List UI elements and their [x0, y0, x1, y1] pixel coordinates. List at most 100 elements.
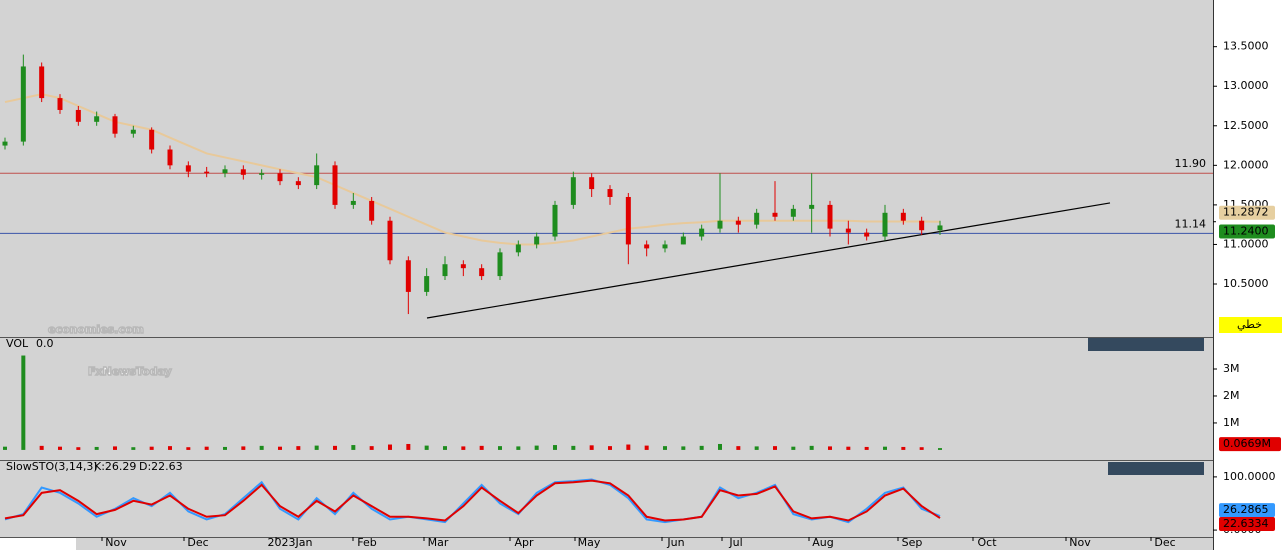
volume-bar	[681, 446, 686, 450]
volume-bar	[369, 446, 374, 450]
candle-body	[625, 196, 631, 245]
y-tick-label: 12.5000	[1223, 119, 1269, 132]
volume-bar	[278, 446, 282, 450]
horizontal-line-label: 11.90	[1175, 157, 1207, 170]
candle-body	[552, 204, 558, 237]
panel-readout: K:26.29	[94, 460, 136, 473]
candle-body	[680, 236, 686, 245]
candle-body	[167, 149, 173, 166]
moving-average	[4, 93, 941, 246]
x-tick-label: 2023Jan	[268, 536, 313, 549]
oscillator-line	[4, 479, 941, 522]
watermark: FxNewsToday	[88, 365, 172, 378]
candle-body	[57, 98, 63, 110]
x-tick-label: Mar	[428, 536, 449, 549]
candle-body	[424, 276, 430, 292]
candle-body	[259, 173, 265, 175]
volume-bar	[846, 446, 851, 450]
volume-bar	[186, 447, 191, 450]
candle-body	[94, 116, 100, 122]
toolbar	[1108, 462, 1204, 475]
volume-bar	[149, 446, 154, 450]
volume-bar	[553, 445, 557, 450]
mode-badge: خطي	[1237, 318, 1262, 331]
candle-body	[75, 109, 81, 122]
candle-body	[240, 169, 246, 175]
volume-bar	[406, 443, 411, 450]
panel-title: VOL	[6, 337, 29, 350]
panel-toolbar[interactable]	[1088, 338, 1204, 475]
volume-bar	[3, 446, 7, 450]
toolbar	[1088, 338, 1204, 351]
candle-body	[387, 220, 393, 261]
candle-body	[589, 177, 595, 190]
volume-bar	[296, 446, 301, 450]
volume-bar	[314, 445, 319, 450]
volume-bar	[901, 446, 906, 450]
candle-body	[754, 212, 760, 225]
volume-bar	[883, 446, 887, 450]
volume-bar	[204, 446, 209, 450]
candle-body	[405, 260, 411, 292]
candle-body	[534, 236, 540, 245]
x-tick-label: Jul	[728, 536, 742, 549]
candle-body	[497, 252, 503, 277]
candle-body	[735, 220, 741, 225]
candle-body	[644, 244, 650, 249]
y-tick-label: 3M	[1223, 362, 1240, 375]
y-tick-label: 2M	[1223, 389, 1240, 402]
volume-bar	[516, 446, 521, 450]
volume-bar	[131, 447, 136, 450]
candle-body	[479, 268, 485, 277]
oscillator-value-label-bg	[1219, 517, 1275, 532]
candle-body	[20, 66, 26, 142]
volume-bar	[864, 446, 869, 450]
time-axis	[0, 537, 1213, 550]
candle-body	[39, 66, 45, 99]
candle-body	[845, 228, 851, 233]
panel-readout: D:22.63	[139, 460, 183, 473]
candle-body	[277, 173, 283, 182]
volume-bar	[76, 447, 81, 450]
y-tick-label: 1M	[1223, 416, 1240, 429]
y-tick-label: 100.0000	[1223, 470, 1276, 483]
y-tick-label: 13.5000	[1223, 40, 1269, 53]
candle-body	[790, 208, 796, 217]
volume-bar	[534, 445, 539, 450]
volume-bar	[479, 445, 484, 450]
x-tick-label: Sep	[902, 536, 923, 549]
candle-body	[809, 204, 815, 209]
candle-body	[827, 204, 833, 229]
volume-bar	[626, 444, 631, 450]
volume-bar	[736, 446, 741, 450]
volume-bar	[571, 445, 576, 450]
volume-bar	[424, 445, 429, 450]
volume-bar	[663, 446, 667, 450]
volume-bar	[241, 446, 246, 450]
volume-bar	[498, 446, 502, 450]
ma-value-label-bg	[1219, 205, 1275, 220]
volume-bar	[791, 446, 796, 450]
candle-body	[919, 220, 925, 231]
oscillator-value-label-bg	[1219, 503, 1275, 518]
volume-bar	[809, 445, 814, 450]
volume-bar	[828, 446, 832, 450]
panel-readout: 0.0	[36, 337, 54, 350]
panel-title: SlowSTO(3,14,3)	[6, 460, 98, 473]
y-tick-label: 12.0000	[1223, 158, 1269, 171]
candle-body	[314, 165, 320, 186]
candle-body	[662, 244, 668, 249]
volume-bar	[113, 446, 117, 450]
x-tick-label: Nov	[1069, 536, 1091, 549]
candle-body	[112, 116, 118, 134]
candle-body	[149, 129, 155, 150]
oscillator-value-label: 26.2865	[1223, 503, 1269, 516]
mode-badge-bg	[1219, 317, 1282, 333]
volume-bar	[58, 446, 62, 450]
y-tick-label: 11.0000	[1223, 237, 1269, 250]
candle-body	[222, 169, 228, 174]
plot: 10.500011.000011.500012.000012.500013.00…	[0, 40, 1282, 549]
time-axis-corner	[0, 537, 76, 550]
